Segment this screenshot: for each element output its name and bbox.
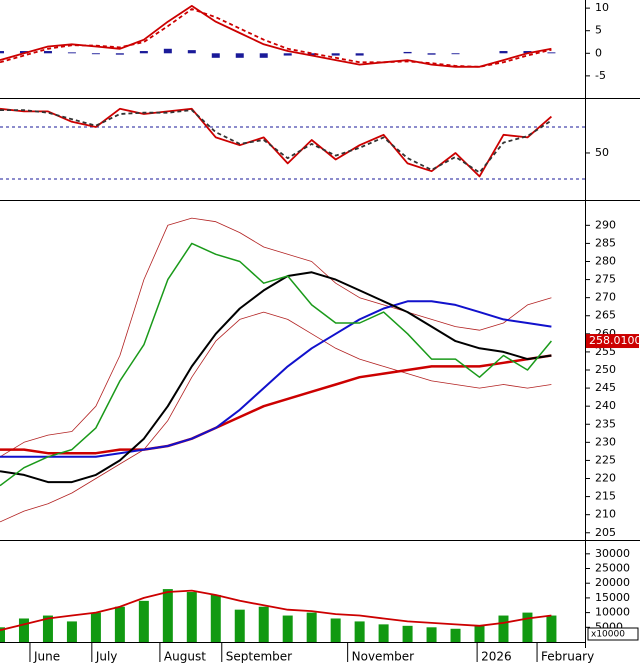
line bbox=[0, 354, 552, 455]
line bbox=[0, 8, 552, 68]
bar bbox=[67, 52, 76, 54]
bar bbox=[522, 612, 533, 642]
bar bbox=[186, 592, 197, 642]
y-tick-label: 265 bbox=[595, 309, 616, 322]
y-tick-label: 205 bbox=[595, 526, 616, 539]
bar bbox=[0, 51, 4, 54]
y-tick-label: 210 bbox=[595, 508, 616, 521]
bar bbox=[523, 51, 532, 54]
bar bbox=[547, 52, 556, 54]
bar bbox=[306, 612, 317, 642]
y-tick-label: 50 bbox=[595, 146, 609, 159]
bar bbox=[258, 606, 269, 642]
y-tick-label: 10 bbox=[595, 1, 609, 14]
y-tick-label: 30000 bbox=[595, 547, 630, 560]
bar bbox=[163, 48, 172, 54]
bar bbox=[259, 53, 268, 58]
bar bbox=[426, 627, 437, 642]
x-tick-label: June bbox=[33, 650, 60, 664]
bar bbox=[355, 53, 364, 56]
line bbox=[0, 217, 552, 458]
y-tick-label: 20000 bbox=[595, 576, 630, 589]
bar bbox=[451, 53, 460, 55]
bar bbox=[90, 612, 101, 642]
line bbox=[0, 311, 552, 523]
line bbox=[0, 107, 552, 178]
bar bbox=[139, 51, 148, 54]
bar bbox=[330, 618, 341, 642]
bar bbox=[211, 53, 220, 58]
line bbox=[0, 271, 552, 484]
y-tick-label: 0 bbox=[595, 46, 602, 59]
y-tick-label: 15000 bbox=[595, 591, 630, 604]
bar bbox=[331, 53, 340, 56]
bar bbox=[378, 624, 389, 642]
y-tick-label: 275 bbox=[595, 273, 616, 286]
bar bbox=[282, 615, 293, 642]
x-tick-label: February bbox=[541, 650, 594, 664]
bar bbox=[66, 621, 77, 642]
bar bbox=[18, 618, 29, 642]
y-tick-label: -5 bbox=[595, 69, 606, 82]
bar bbox=[19, 51, 28, 54]
bar bbox=[115, 53, 124, 55]
y-tick-label: 215 bbox=[595, 490, 616, 503]
bar bbox=[283, 53, 292, 56]
bar bbox=[402, 625, 413, 642]
bar bbox=[403, 51, 412, 54]
y-tick-label: 225 bbox=[595, 453, 616, 466]
bar bbox=[427, 53, 436, 55]
bar bbox=[450, 628, 461, 642]
y-tick-label: 10000 bbox=[595, 606, 630, 619]
last-price-label: 258.0100 bbox=[589, 334, 640, 347]
line bbox=[0, 5, 552, 68]
x-tick-label: July bbox=[95, 650, 118, 664]
bar bbox=[43, 51, 52, 54]
bar bbox=[162, 589, 173, 642]
line bbox=[0, 589, 552, 632]
x-tick-label: 2026 bbox=[481, 650, 512, 664]
bar bbox=[114, 606, 125, 642]
frame bbox=[0, 0, 640, 648]
unit-box bbox=[587, 627, 639, 641]
x-tick-label: August bbox=[164, 650, 206, 664]
bar bbox=[42, 615, 53, 642]
bar bbox=[498, 615, 509, 642]
bar bbox=[546, 615, 557, 642]
line bbox=[0, 300, 552, 458]
bar bbox=[187, 50, 196, 54]
y-tick-label: 245 bbox=[595, 381, 616, 394]
bar bbox=[91, 53, 100, 55]
line bbox=[0, 242, 552, 487]
last-price-box bbox=[586, 334, 639, 349]
y-tick-label: 240 bbox=[595, 399, 616, 412]
bar bbox=[210, 594, 221, 642]
bar bbox=[0, 627, 5, 642]
y-tick-label: 235 bbox=[595, 417, 616, 430]
y-tick-label: 5 bbox=[595, 24, 602, 37]
y-tick-label: 220 bbox=[595, 472, 616, 485]
bar bbox=[235, 53, 244, 58]
y-tick-label: 250 bbox=[595, 363, 616, 376]
y-tick-label: 230 bbox=[595, 435, 616, 448]
bar bbox=[307, 53, 316, 56]
unit-label: x10000 bbox=[591, 630, 625, 640]
y-tick-label: 280 bbox=[595, 254, 616, 267]
line bbox=[0, 109, 552, 174]
x-tick-label: November bbox=[352, 650, 414, 664]
bar bbox=[354, 621, 365, 642]
bar bbox=[138, 600, 149, 642]
x-tick-label: September bbox=[226, 650, 292, 664]
bar bbox=[234, 609, 245, 642]
bar bbox=[499, 51, 508, 54]
y-tick-label: 290 bbox=[595, 218, 616, 231]
bar bbox=[474, 625, 485, 642]
y-tick-label: 25000 bbox=[595, 562, 630, 575]
y-tick-label: 285 bbox=[595, 236, 616, 249]
y-tick-label: 270 bbox=[595, 291, 616, 304]
y-tick-label: 255 bbox=[595, 345, 616, 358]
